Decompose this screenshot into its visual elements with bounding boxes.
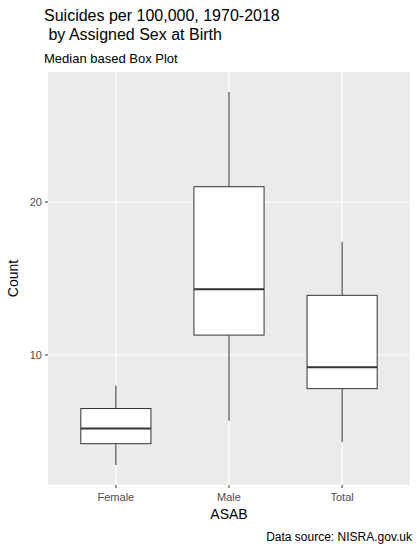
x-tick-label: Male (217, 491, 241, 503)
panel (48, 72, 410, 485)
y-axis-label: Count (5, 260, 21, 297)
median (81, 427, 151, 429)
caption: Data source: NISRA.gov.uk (266, 530, 413, 544)
title: Suicides per 100,000, 1970-2018 by Assig… (44, 7, 280, 43)
title-line: Suicides per 100,000, 1970-2018 (44, 7, 280, 24)
title-line: by Assigned Sex at Birth (44, 26, 222, 43)
x-tick (115, 485, 116, 488)
x-tick (342, 485, 343, 488)
lower-whisker (229, 335, 230, 421)
upper-whisker (115, 386, 116, 409)
x-tick-label: Total (331, 491, 354, 503)
lower-whisker (342, 389, 343, 443)
y-tick (45, 202, 48, 203)
y-tick-label: 10 (30, 349, 42, 361)
upper-whisker (342, 242, 343, 296)
x-tick (229, 485, 230, 488)
median (194, 288, 264, 290)
box (81, 409, 151, 444)
upper-whisker (229, 92, 230, 187)
x-tick-label: Female (98, 491, 135, 503)
chart: 10 20 Female Male Total Suicides per 100,000,… (0, 0, 420, 549)
lower-whisker (115, 444, 116, 465)
x-grid (342, 72, 343, 485)
subtitle: Median based Box Plot (44, 51, 178, 66)
boxes (81, 92, 377, 465)
y-tick-label: 20 (30, 196, 42, 208)
median (307, 366, 377, 368)
box (194, 187, 264, 335)
box (307, 295, 377, 388)
x-axis-label: ASAB (210, 506, 247, 522)
y-tick (45, 354, 48, 355)
